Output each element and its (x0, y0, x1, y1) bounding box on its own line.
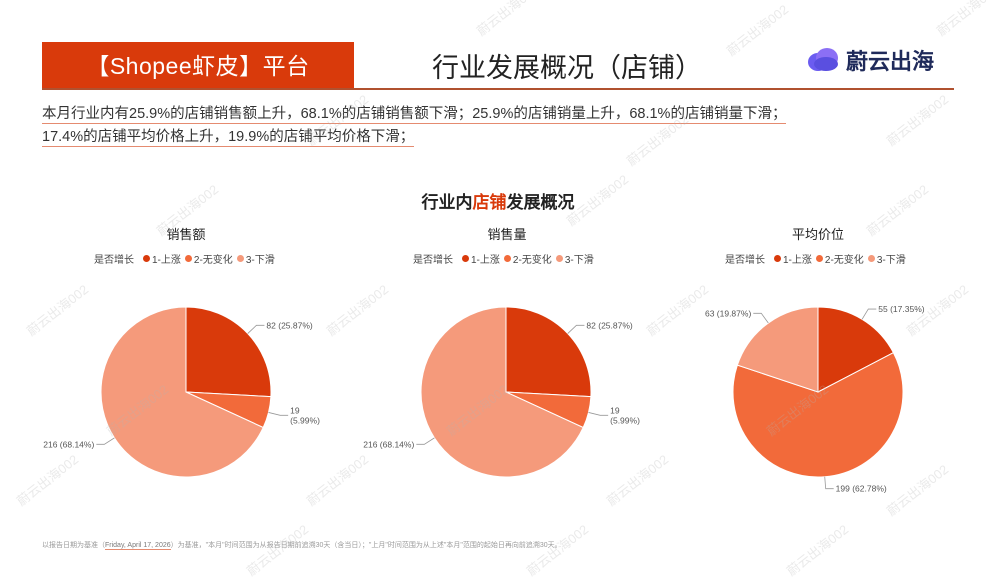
legend-swatch-flat (815, 255, 823, 262)
pie-leader-sales-up (247, 324, 265, 334)
platform-label: 【Shopee虾皮】平台 (42, 42, 354, 90)
summary-text: 本月行业内有25.9%的店铺销售额上升，68.1%的店铺销售额下滑；25.9%的… (42, 103, 952, 149)
pie-label-price-flat: 199 (62.78%) (836, 484, 887, 494)
legend-swatch-down (555, 255, 563, 262)
pie-label-sales-up: 82 (25.87%) (266, 320, 312, 330)
legend-item-flat: 2-无变化 (824, 255, 864, 266)
legend-swatch-flat (503, 255, 511, 262)
pie-slice-volume-up (505, 306, 592, 398)
legend-item-up: 1-上涨 (783, 255, 812, 266)
legend-label: 是否增长 (94, 255, 134, 266)
pie-label-volume-up: 82 (25.87%) (586, 320, 632, 330)
pie-leader-sales-flat (268, 412, 289, 416)
legend-item-flat: 2-无变化 (512, 255, 552, 266)
logo-text: 蔚云出海 (846, 49, 935, 74)
legend-item-flat: 2-无变化 (193, 255, 233, 266)
pie-leader-price-up (861, 308, 877, 320)
pie-title-price: 平均价位 (791, 227, 844, 242)
pie-slice-price-flat (732, 352, 904, 478)
legend-volume: 是否增长 1-上涨 2-无变化 3-下滑 (413, 251, 594, 266)
pie-label-price-up: 55 (17.35%) (878, 304, 924, 314)
legend-price: 是否增长 1-上涨 2-无变化 3-下滑 (725, 251, 906, 266)
pie-leader-volume-down (416, 437, 435, 445)
pie-label-volume-flat: 19 (5.99%) (610, 405, 640, 425)
pie-leader-price-down (753, 312, 769, 324)
legend-label: 是否增长 (725, 255, 765, 266)
legend-item-down: 3-下滑 (876, 255, 906, 266)
chart-title-suffix: 发展概况 (506, 193, 575, 212)
footer-prefix: 以报告日期为基准（ (42, 542, 105, 549)
legend-swatch-up (774, 255, 781, 262)
footer-date: Friday, April 17, 2026 (105, 542, 171, 550)
pie-label-price-down: 63 (19.87%) (705, 308, 751, 318)
footer-suffix: ）为基准，"本月"时间范围为从报告日期前追溯30天（含当日）；"上月"时间范围为… (170, 542, 562, 549)
chart-title: 行业内店铺发展概况 (0, 188, 996, 213)
pie-leader-volume-flat (588, 412, 609, 416)
legend-swatch-up (143, 255, 150, 262)
legend-swatch-flat (184, 255, 192, 262)
legend-swatch-down (236, 255, 244, 262)
chart-title-highlight: 店铺 (472, 193, 507, 212)
logo: 蔚云出海 (806, 44, 934, 76)
cloud-logo-icon (808, 48, 838, 71)
pie-leader-sales-down (96, 437, 115, 445)
chart-title-prefix: 行业内 (421, 193, 473, 212)
legend-item-up: 1-上涨 (152, 255, 181, 266)
page-title: 行业发展概况（店铺） (432, 53, 702, 83)
pie-leader-volume-up (567, 324, 585, 334)
legend-sales: 是否增长 1-上涨 2-无变化 3-下滑 (94, 251, 275, 266)
summary-line-2: 17.4%的店铺平均价格上升，19.9%的店铺平均价格下滑； (42, 129, 415, 147)
pie-leader-price-flat (824, 476, 834, 490)
pie-title-sales: 销售额 (166, 227, 206, 242)
footer-note: 以报告日期为基准（Friday, April 17, 2026）为基准，"本月"… (42, 540, 562, 550)
pie-slice-price-up (817, 306, 895, 393)
header-divider (42, 88, 954, 90)
legend-swatch-down (867, 255, 875, 262)
legend-swatch-up (462, 255, 469, 262)
pie-title-volume: 销售量 (487, 227, 527, 242)
legend-item-up: 1-上涨 (471, 255, 500, 266)
legend-label: 是否增长 (413, 255, 453, 266)
pie-label-volume-down: 216 (68.14%) (363, 439, 414, 449)
pie-label-sales-down: 216 (68.14%) (43, 439, 94, 449)
pie-slice-sales-up (185, 306, 272, 398)
legend-item-down: 3-下滑 (245, 255, 275, 266)
legend-item-down: 3-下滑 (564, 255, 594, 266)
summary-line-1: 本月行业内有25.9%的店铺销售额上升，68.1%的店铺销售额下滑；25.9%的… (42, 106, 787, 124)
pie-label-sales-flat: 19 (5.99%) (290, 405, 320, 425)
